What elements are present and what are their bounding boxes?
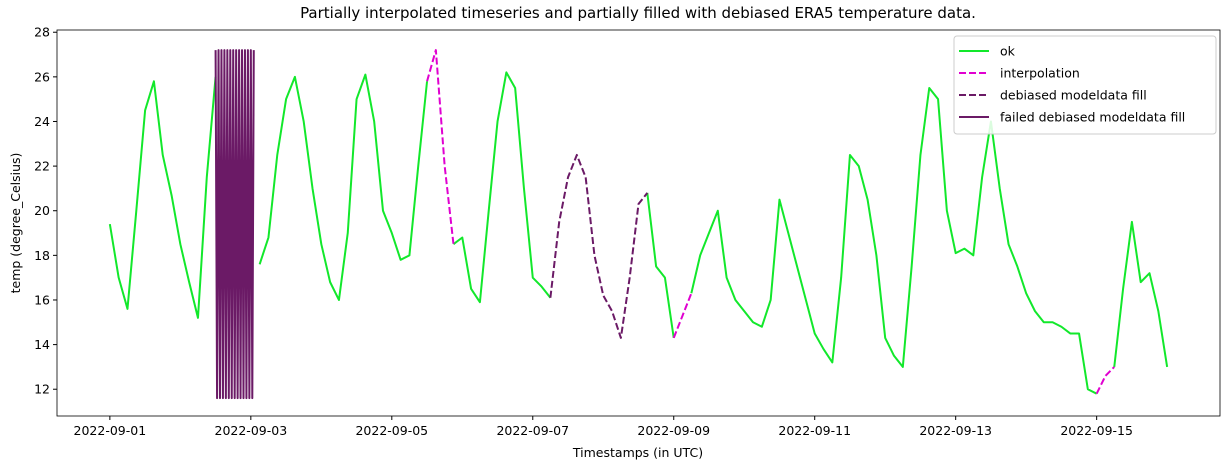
legend-label: debiased modeldata fill: [1000, 88, 1147, 103]
x-tick-label: 2022-09-09: [637, 423, 710, 438]
x-tick-label: 2022-09-01: [74, 423, 147, 438]
plot-frame: [56, 29, 1221, 417]
y-tick-label: 12: [34, 382, 50, 397]
x-tick-label: 2022-09-05: [355, 423, 428, 438]
series-line: [549, 153, 649, 339]
y-tick-label: 14: [34, 337, 50, 352]
series-line: [426, 49, 1115, 395]
series-line: [108, 71, 1169, 395]
series-line: [214, 49, 255, 400]
legend-label: interpolation: [1000, 66, 1080, 81]
y-tick-label: 26: [34, 69, 50, 84]
x-tick-label: 2022-09-11: [778, 423, 851, 438]
legend-label: failed debiased modeldata fill: [1000, 110, 1185, 125]
y-tick-label: 28: [34, 25, 50, 40]
x-tick-label: 2022-09-03: [215, 423, 288, 438]
y-tick-label: 20: [34, 203, 50, 218]
legend-label: ok: [1000, 44, 1016, 59]
y-axis-label: temp (degree_Celsius): [8, 153, 23, 294]
y-tick-label: 18: [34, 248, 50, 263]
y-tick-label: 22: [34, 159, 50, 174]
x-tick-label: 2022-09-07: [496, 423, 569, 438]
chart-title: Partially interpolated timeseries and pa…: [300, 4, 976, 22]
x-axis-label: Timestamps (in UTC): [572, 445, 703, 460]
x-tick-label: 2022-09-13: [919, 423, 992, 438]
x-tick-label: 2022-09-15: [1060, 423, 1133, 438]
legend-box: [953, 35, 1217, 135]
y-tick-label: 24: [34, 114, 50, 129]
y-tick-label: 16: [34, 292, 50, 307]
